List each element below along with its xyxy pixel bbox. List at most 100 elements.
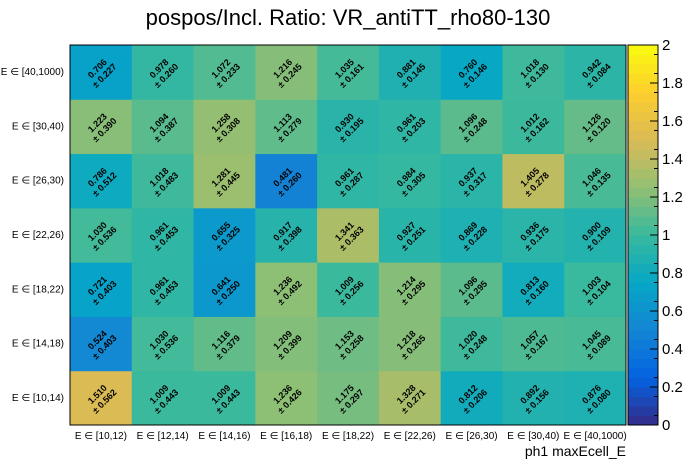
heatmap-cell: [255, 262, 318, 317]
z-tick-label: 0.6: [662, 303, 683, 320]
color-scale-band: [628, 349, 658, 359]
color-scale-band: [628, 263, 658, 274]
heatmap-cell: [70, 207, 133, 263]
color-scale-band: [628, 377, 658, 388]
y-tick-label: E ∈ [22,26): [12, 230, 64, 241]
color-scale-band: [628, 311, 658, 321]
heatmap-cell: [378, 45, 442, 100]
z-tick-label: 2: [662, 37, 670, 54]
plot-frame: [69, 44, 627, 426]
color-scale-band: [628, 273, 658, 283]
x-tick-label: E ∈ [40,1000): [564, 431, 627, 442]
heatmap-cell: [378, 153, 442, 209]
y-tick-label: E ∈ [26,30): [12, 176, 64, 187]
heatmap-cell: [502, 207, 565, 263]
heatmap-cell: [378, 262, 442, 317]
heatmap-cell: [70, 316, 133, 372]
heatmap-cell: [131, 370, 195, 426]
color-scale-band: [628, 45, 658, 55]
heatmap-cell: [317, 207, 380, 263]
color-scale-band: [628, 358, 658, 369]
y-tick-label: E ∈ [18,22): [12, 284, 64, 295]
y-tick-label: E ∈ [30,40): [12, 121, 64, 132]
heatmap-cell: [502, 99, 565, 155]
z-tick-label: 0.2: [662, 379, 683, 396]
heatmap-cell: [564, 153, 627, 209]
color-scale-band: [628, 225, 658, 236]
color-scale-band: [628, 159, 658, 169]
heatmap-cell: [255, 153, 318, 209]
x-tick-label: E ∈ [26,30): [446, 431, 498, 442]
heatmap-cell: [193, 99, 256, 155]
heatmap-cell: [255, 45, 318, 100]
heatmap-cell: [255, 207, 318, 263]
color-scale-band: [628, 244, 658, 255]
heatmap-cell: [131, 99, 195, 155]
z-tick-label: 0.4: [662, 341, 683, 358]
heatmap-cell: [440, 153, 503, 209]
heatmap-cell: [317, 153, 380, 209]
heatmap-cell: [193, 316, 256, 372]
color-scale-band: [628, 368, 658, 378]
heatmap-cell: [564, 370, 627, 426]
heatmap-cell: [502, 370, 565, 426]
color-scale-band: [628, 320, 658, 331]
heatmap-cell: [317, 316, 380, 372]
heatmap-cell: [131, 153, 195, 209]
heatmap-cell: [193, 207, 256, 263]
heatmap-cells: [70, 45, 627, 426]
z-tick-label: 1.2: [662, 189, 683, 206]
color-scale-band: [628, 121, 658, 131]
chart-title: pospos/Incl. Ratio: VR_antiTT_rho80-130: [146, 5, 551, 30]
color-scale-band: [628, 54, 658, 65]
heatmap-cell: [440, 45, 503, 100]
color-scale-band: [628, 187, 658, 198]
heatmap-cell: [440, 99, 503, 155]
color-scale-band: [628, 301, 658, 312]
color-scale-band: [628, 178, 658, 188]
color-scale-band: [628, 206, 658, 217]
y-tick-label: E ∈ [40,1000): [1, 67, 64, 78]
x-axis: E ∈ [10,12) E ∈ [12,14) E ∈ [14,16) E ∈ [16…: [75, 431, 627, 442]
heatmap-cell: [440, 262, 503, 317]
y-tick-label: E ∈ [14,18): [12, 339, 64, 350]
color-scale-band: [628, 339, 658, 350]
heatmap-cell: [255, 316, 318, 372]
color-scale-band: [628, 396, 658, 407]
x-tick-label: E ∈ [16,18): [260, 431, 312, 442]
heatmap-cell: [131, 207, 195, 263]
z-tick-label: 1.4: [662, 151, 683, 168]
heatmap-cell: [502, 153, 565, 209]
heatmap-cell: [378, 99, 442, 155]
heatmap-cell: [70, 153, 133, 209]
x-tick-label: E ∈ [18,22): [322, 431, 374, 442]
heatmap-cell: [564, 99, 627, 155]
heatmap-cell: [317, 262, 380, 317]
z-tick-label: 0: [662, 417, 670, 434]
color-scale-band: [628, 92, 658, 103]
heatmap-cell: [440, 207, 503, 263]
y-tick-label: E ∈ [10,14): [12, 393, 64, 404]
color-scale-band: [628, 149, 658, 160]
heatmap-cell: [502, 262, 565, 317]
heatmap-cell: [255, 370, 318, 426]
color-scale-band: [628, 235, 658, 245]
heatmap-cell: [564, 316, 627, 372]
heatmap-cell: [317, 99, 380, 155]
color-scale-band: [628, 282, 658, 293]
z-tick-label: 0.8: [662, 265, 683, 282]
heatmap-cell: [317, 370, 380, 426]
color-scale-band: [628, 140, 658, 150]
x-tick-label: E ∈ [14,16): [198, 431, 250, 442]
x-tick-label: E ∈ [22,26): [384, 431, 436, 442]
heatmap-cell: [440, 370, 503, 426]
color-scale-band: [628, 330, 658, 340]
color-scale-band: [628, 387, 658, 397]
color-scale-band: [628, 197, 658, 207]
x-tick-label: E ∈ [10,12): [75, 431, 127, 442]
color-scale-band: [628, 130, 658, 141]
x-tick-label: E ∈ [12,14): [137, 431, 189, 442]
heatmap-cell: [193, 262, 256, 317]
heatmap-cell: [502, 45, 565, 100]
